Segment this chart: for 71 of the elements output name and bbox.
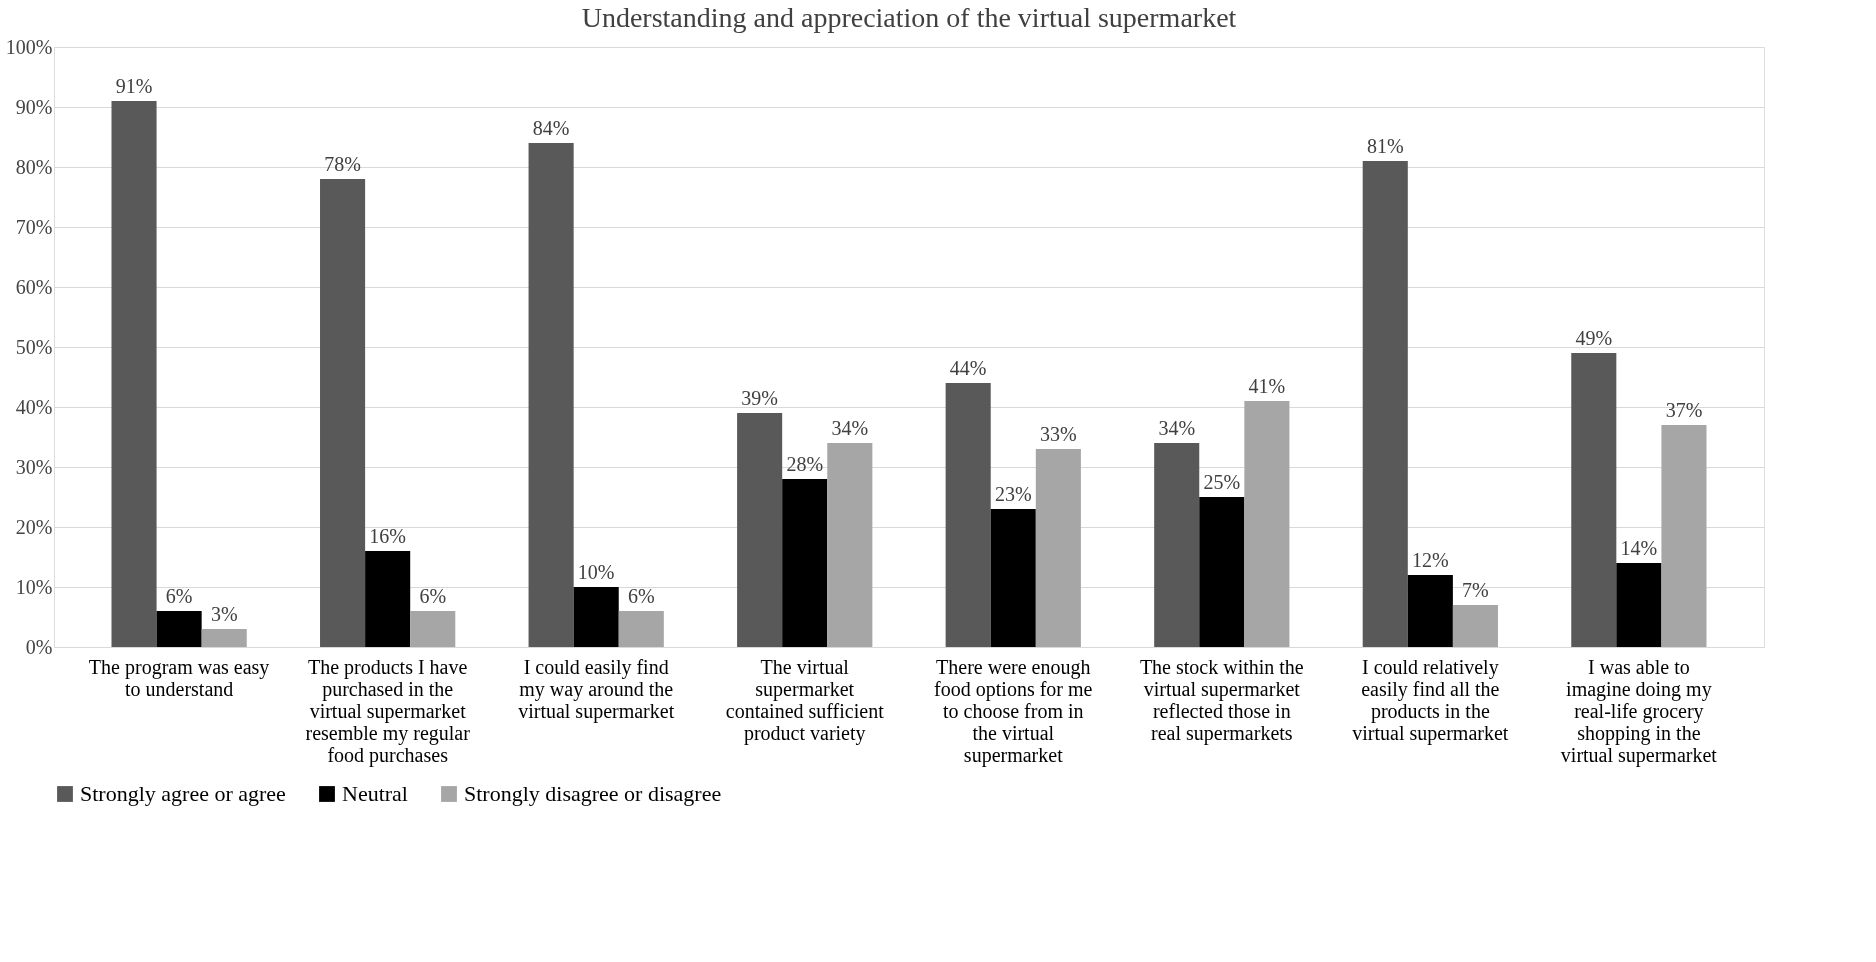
- bar: [1154, 443, 1200, 647]
- y-tick-label: 70%: [15, 215, 53, 238]
- data-label: 25%: [1203, 471, 1241, 493]
- data-label: 44%: [949, 357, 987, 379]
- legend-label: Strongly agree or agree: [80, 781, 286, 806]
- bar: [945, 383, 991, 647]
- x-tick-label: I was able to imagine doing my real-life grocery shopping in the virtual supermarket: [1560, 655, 1718, 767]
- legend-label: Strongly disagree or disagree: [464, 781, 722, 806]
- y-tick-label: 10%: [15, 575, 53, 598]
- bar: [1616, 563, 1662, 647]
- data-label: 16%: [369, 525, 406, 547]
- bar: [320, 179, 366, 647]
- y-tick-label: 100%: [5, 35, 53, 58]
- bar: [111, 101, 157, 647]
- y-tick-label: 50%: [15, 335, 53, 358]
- data-label: 81%: [1366, 135, 1404, 157]
- y-tick-label: 40%: [15, 395, 53, 418]
- bar: [573, 587, 619, 647]
- data-label: 6%: [165, 585, 193, 607]
- data-label: 10%: [577, 561, 615, 583]
- data-label: 23%: [994, 483, 1032, 505]
- bar: [1661, 425, 1707, 647]
- data-label: 7%: [1462, 579, 1489, 601]
- legend-label: Neutral: [342, 781, 408, 806]
- bar: [1407, 575, 1453, 647]
- bar: [618, 611, 664, 647]
- y-tick-label: 30%: [15, 455, 53, 478]
- y-tick-label: 0%: [25, 635, 53, 658]
- data-label: 84%: [532, 117, 570, 139]
- y-tick-label: 80%: [15, 155, 53, 178]
- bar: [1035, 449, 1081, 647]
- bar: [365, 551, 411, 647]
- data-label: 41%: [1248, 375, 1286, 397]
- data-label: 91%: [115, 75, 153, 97]
- bar: [1362, 161, 1408, 647]
- x-tick-label: I could easily find my way around the virtual supermarket: [518, 655, 675, 723]
- data-label: 28%: [786, 453, 824, 475]
- bar: [737, 413, 783, 647]
- bar: [1244, 401, 1290, 647]
- data-label: 6%: [419, 585, 447, 607]
- data-label: 14%: [1620, 537, 1658, 559]
- data-label: 37%: [1665, 399, 1703, 421]
- y-tick-label: 90%: [15, 95, 53, 118]
- bar: [827, 443, 873, 647]
- bar: [201, 629, 247, 647]
- y-tick-label: 60%: [15, 275, 53, 298]
- data-label: 3%: [210, 603, 238, 625]
- bar: [1452, 605, 1498, 647]
- x-tick-label: There were enough food options for me to choose from in the virtual supermarket: [934, 655, 1093, 767]
- x-tick-label: The virtual supermarket contained sufficient product variety: [725, 655, 885, 745]
- data-label: 78%: [324, 153, 361, 175]
- chart-title: Understanding and appreciation of the virtual supermarket: [581, 2, 1237, 33]
- bar: [990, 509, 1036, 647]
- x-tick-label: The program was easy to understand: [88, 655, 270, 700]
- bar: [528, 143, 574, 647]
- data-label: 6%: [627, 585, 655, 607]
- bar: [1571, 353, 1617, 647]
- x-tick-label: I could relatively easily find all the products in the virtual supermarket: [1352, 655, 1509, 745]
- y-tick-label: 20%: [15, 515, 53, 538]
- data-label: 33%: [1040, 423, 1077, 445]
- data-label: 12%: [1412, 549, 1449, 571]
- bar: [410, 611, 456, 647]
- bar: [156, 611, 202, 647]
- data-label: 34%: [831, 417, 869, 439]
- x-tick-label: The stock within the virtual supermarket reflected those in real supermarkets: [1139, 655, 1304, 745]
- data-label: 39%: [741, 387, 778, 409]
- data-label: 49%: [1575, 327, 1613, 349]
- data-label: 34%: [1158, 417, 1196, 439]
- bar: [1199, 497, 1245, 647]
- x-tick-label: The products I have purchased in the virtual supermarket resemble my regular food purchases: [305, 655, 471, 767]
- bar: [782, 479, 828, 647]
